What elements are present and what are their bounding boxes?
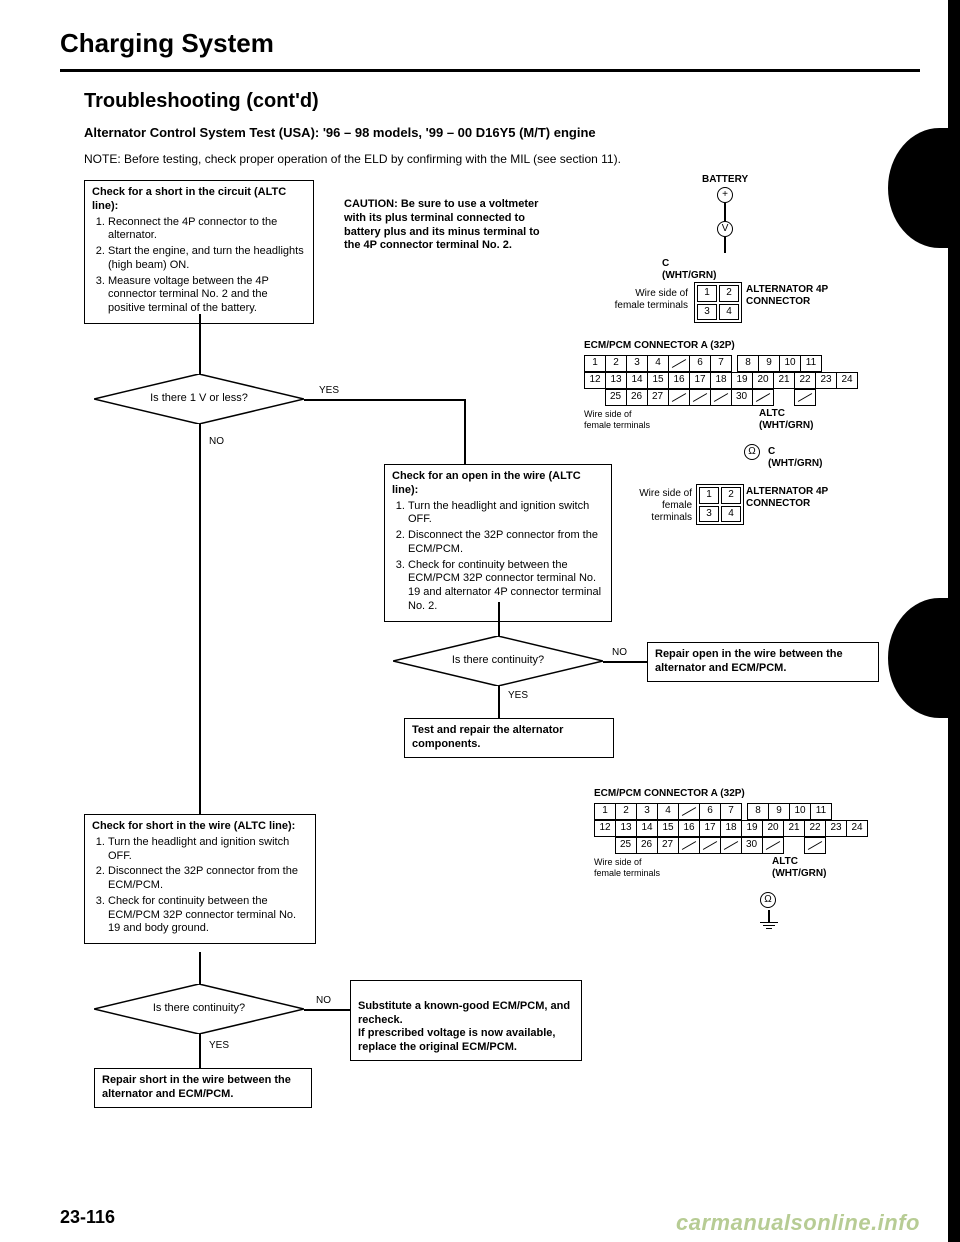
result-repair-short: Repair short in the wire between the alt… xyxy=(94,1068,312,1108)
page-number: 23-116 xyxy=(60,1207,115,1228)
note-line: NOTE: Before testing, check proper opera… xyxy=(84,152,920,166)
result-substitute: Substitute a known-good ECM/PCM, and rec… xyxy=(350,980,582,1061)
page-title: Charging System xyxy=(60,28,920,59)
rule xyxy=(60,69,920,72)
watermark: carmanualsonline.info xyxy=(676,1210,920,1236)
test-line: Alternator Control System Test (USA): '9… xyxy=(84,125,920,140)
decision-continuity-2: Is there continuity? xyxy=(94,984,304,1034)
flowchart: Check for a short in the circuit (ALTC l… xyxy=(84,180,920,1160)
box-check-open: Check for an open in the wire (ALTC line… xyxy=(384,464,612,622)
result-test-repair: Test and repair the alternator component… xyxy=(404,718,614,758)
alt-4p-connector-2: 1234 xyxy=(696,484,744,525)
alt-4p-connector: 1234 xyxy=(694,282,742,323)
battery-diagram: BATTERY + V xyxy=(702,174,748,253)
ecm-connector-1: ECM/PCM CONNECTOR A (32P) 123467891011 1… xyxy=(584,340,858,431)
caution-text: CAUTION: Be sure to use a voltmeter with… xyxy=(344,198,554,253)
box-check-short-wire: Check for short in the wire (ALTC line):… xyxy=(84,814,316,944)
ecm-connector-2: ECM/PCM CONNECTOR A (32P) 123467891011 1… xyxy=(594,788,868,879)
decision-continuity-1: Is there continuity? xyxy=(393,636,603,686)
result-repair-open: Repair open in the wire between the alte… xyxy=(647,642,879,682)
page-subtitle: Troubleshooting (cont'd) xyxy=(60,90,920,113)
box-check-short: Check for a short in the circuit (ALTC l… xyxy=(84,180,314,324)
decision-voltage: Is there 1 V or less? xyxy=(94,374,304,424)
